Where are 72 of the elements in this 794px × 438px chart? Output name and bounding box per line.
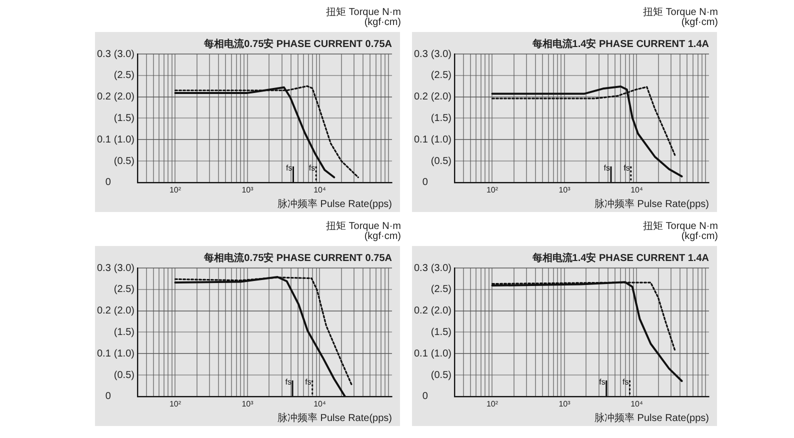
text: 扭矩 Torque N·m (kgf·cm) (326, 7, 401, 28)
y2-tick-label: (0.5) (430, 370, 452, 381)
ref-line-label: fs (599, 378, 606, 387)
y-tick-label: 0.1 (96, 134, 112, 146)
y2-tick-label: (3.0) (114, 262, 134, 274)
y-tick-label: 0.3 (96, 48, 112, 60)
y2-tick-label: (2.0) (114, 306, 134, 317)
x-tick-label: 10³ (242, 399, 254, 408)
y2-tick-label: (3.0) (430, 262, 452, 274)
y2-tick-label: (1.0) (430, 134, 452, 146)
x-tick-label: 10² (486, 399, 498, 408)
y2-tick-label: (1.5) (114, 112, 134, 124)
chart-subtitle: 每相电流0.75安 PHASE CURRENT 0.75A (203, 252, 392, 264)
y-tick-label: 0.1 (96, 348, 112, 360)
x-axis-title: 脉冲频率 Pulse Rate(pps) (594, 198, 709, 210)
x-tick-label: 10³ (558, 185, 571, 194)
y-tick-label: 0 (422, 177, 428, 188)
y2-tick-label: (2.5) (114, 284, 134, 296)
y-tick-label: 0 (105, 177, 112, 188)
y2-tick-label: (1.5) (430, 326, 452, 338)
ref-line-label: fs (305, 378, 312, 387)
y2-tick-label: (2.0) (430, 92, 452, 103)
y-tick-label: 0.2 (96, 306, 112, 317)
y2-tick-label: (2.0) (430, 306, 452, 317)
x-tick-label: 10⁴ (630, 185, 644, 194)
y2-tick-label: (0.5) (114, 156, 134, 167)
x-tick-label: 10² (169, 185, 182, 194)
y-tick-label: 0.2 (414, 306, 428, 317)
y-tick-label: 0.2 (414, 92, 428, 103)
ref-line-label: fs (624, 164, 630, 173)
text: 扭矩 Torque N·m (kgf·cm) (642, 7, 718, 28)
x-tick-label: 10³ (242, 185, 254, 194)
y2-tick-label: (2.5) (430, 70, 452, 82)
y2-tick-label: (3.0) (430, 48, 452, 60)
chart-subtitle: 每相电流1.4安 PHASE CURRENT 1.4A (531, 252, 709, 264)
y2-tick-label: (3.0) (114, 48, 134, 60)
x-axis-title: 脉冲频率 Pulse Rate(pps) (594, 412, 709, 424)
chart-subtitle: 每相电流0.75安 PHASE CURRENT 0.75A (203, 38, 392, 50)
x-tick-label: 10² (486, 185, 498, 194)
ref-line-label: fs (285, 378, 292, 387)
y2-tick-label: (2.5) (114, 70, 134, 82)
ref-line-label: fs (308, 164, 316, 173)
y2-tick-label: (1.0) (114, 134, 134, 146)
y2-tick-label: (2.5) (430, 284, 452, 296)
y-tick-label: 0.1 (414, 134, 428, 146)
ref-line-label: fs (286, 164, 292, 173)
y2-tick-label: (1.0) (430, 348, 452, 360)
text: 扭矩 Torque N·m (kgf·cm) (642, 221, 718, 242)
y2-tick-label: (2.0) (114, 92, 134, 103)
y-tick-label: 0.3 (414, 262, 428, 274)
y-tick-label: 0 (105, 391, 112, 402)
y2-tick-label: (1.5) (114, 326, 134, 338)
y-tick-label: 0.1 (414, 348, 428, 360)
x-tick-label: 10² (169, 399, 182, 408)
y-tick-label: 0.2 (96, 92, 112, 103)
y-tick-label: 0.3 (414, 48, 428, 60)
x-tick-label: 10³ (558, 399, 571, 408)
x-axis-title: 脉冲频率 Pulse Rate(pps) (278, 412, 392, 424)
y-tick-label: 0.3 (96, 262, 112, 274)
x-tick-label: 10⁴ (314, 185, 326, 194)
y2-tick-label: (1.0) (114, 348, 134, 360)
x-tick-label: 10⁴ (314, 399, 326, 408)
x-axis-title: 脉冲频率 Pulse Rate(pps) (278, 198, 392, 210)
ref-line-label: fs (622, 378, 629, 387)
y-tick-label: 0 (422, 391, 428, 402)
y2-tick-label: (0.5) (114, 370, 134, 381)
ref-line-label: fs (604, 164, 610, 173)
y2-tick-label: (1.5) (430, 112, 452, 124)
text: 扭矩 Torque N·m (kgf·cm) (326, 221, 401, 242)
y2-tick-label: (0.5) (430, 156, 452, 167)
x-tick-label: 10⁴ (630, 399, 644, 408)
chart-subtitle: 每相电流1.4安 PHASE CURRENT 1.4A (531, 38, 709, 50)
